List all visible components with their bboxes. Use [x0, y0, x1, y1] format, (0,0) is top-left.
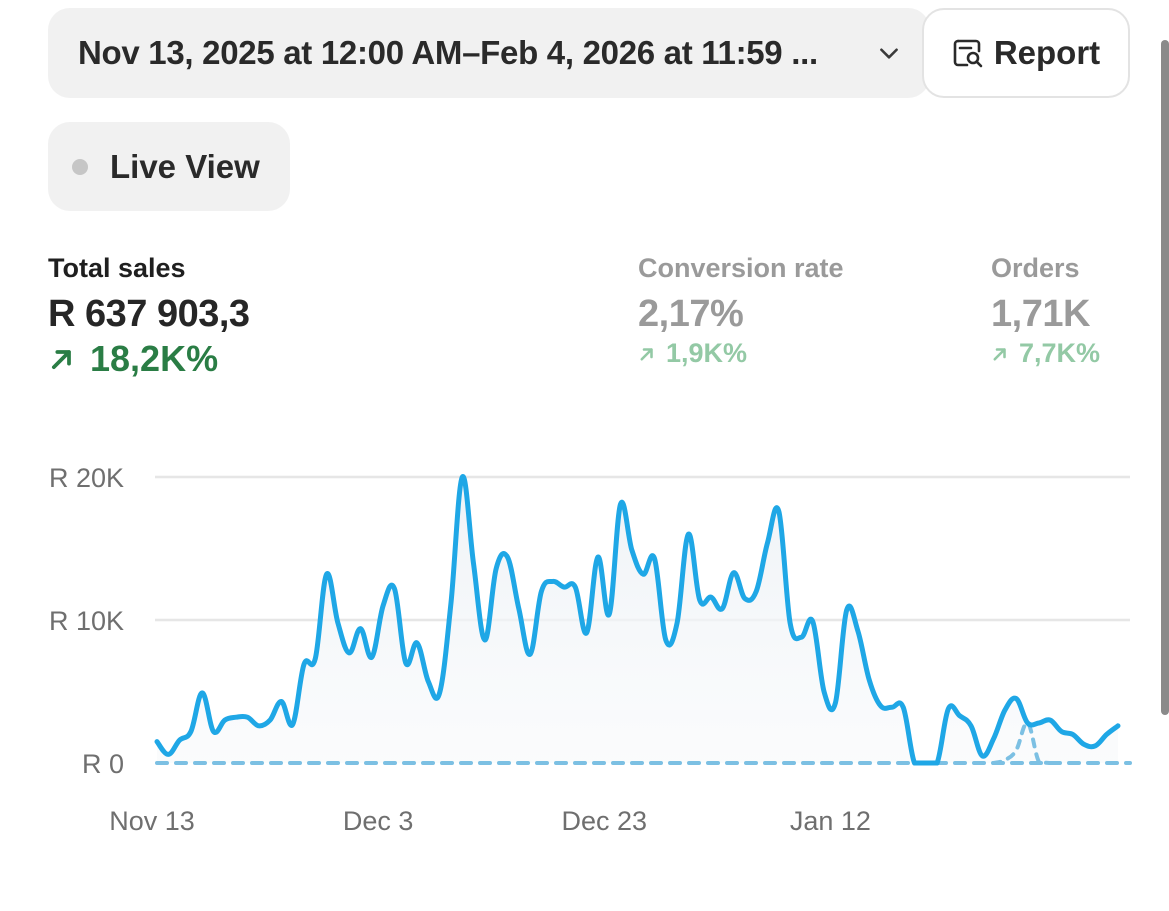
metric-change: 7,7K% [991, 338, 1100, 369]
metric-change: 1,9K% [638, 338, 844, 369]
report-button[interactable]: Report [922, 8, 1130, 98]
x-tick-label: Dec 3 [343, 806, 414, 836]
live-view-label: Live View [110, 147, 260, 185]
live-view-button[interactable]: Live View [48, 122, 290, 211]
metric-value: 2,17% [638, 293, 744, 335]
sales-area-fill [157, 476, 1118, 763]
metric-change-value: 1,9K% [666, 338, 748, 368]
arrow-up-right-icon [993, 347, 1006, 361]
report-label: Report [993, 34, 1101, 71]
metric-conversion-rate[interactable]: Conversion rate 2,17% 1,9K% [638, 252, 844, 369]
metric-value: R 637 903,3 [48, 293, 250, 335]
y-tick-label: R 0 [82, 749, 124, 779]
y-tick-label: R 10K [49, 606, 124, 636]
arrow-up-right-icon [51, 350, 71, 370]
metric-orders[interactable]: Orders 1,71K 7,7K% [991, 252, 1100, 369]
x-tick-label: Dec 23 [561, 806, 647, 836]
metric-label: Conversion rate [638, 253, 844, 283]
x-tick-label: Jan 12 [790, 806, 871, 836]
comparison-series-line [991, 720, 1053, 765]
x-tick-label: Nov 13 [109, 806, 195, 836]
sales-series-line [154, 474, 1121, 766]
date-range-picker[interactable]: Nov 13, 2025 at 12:00 AM–Feb 4, 2026 at … [48, 8, 930, 98]
date-range-label: Nov 13, 2025 at 12:00 AM–Feb 4, 2026 at … [78, 34, 818, 71]
scrollbar[interactable] [1161, 40, 1169, 715]
chevron-down-icon [880, 48, 898, 59]
report-search-icon [953, 39, 983, 68]
metric-change-value: 18,2K% [90, 338, 219, 379]
metric-change: 18,2K% [48, 338, 250, 380]
metric-label: Orders [991, 253, 1080, 283]
live-status-dot [72, 158, 88, 175]
sales-line-chart[interactable]: R 20K R 10K R 0 Nov 13 Dec 3 Dec 23 Jan 12 [0, 420, 1169, 860]
y-tick-label: R 20K [49, 463, 124, 493]
metric-value: 1,71K [991, 293, 1090, 335]
metric-change-value: 7,7K% [1019, 338, 1101, 368]
metric-label: Total sales [48, 253, 186, 283]
window-corner [0, 0, 13, 34]
arrow-up-right-icon [640, 347, 653, 361]
metric-total-sales[interactable]: Total sales R 637 903,3 18,2K% [48, 252, 250, 380]
